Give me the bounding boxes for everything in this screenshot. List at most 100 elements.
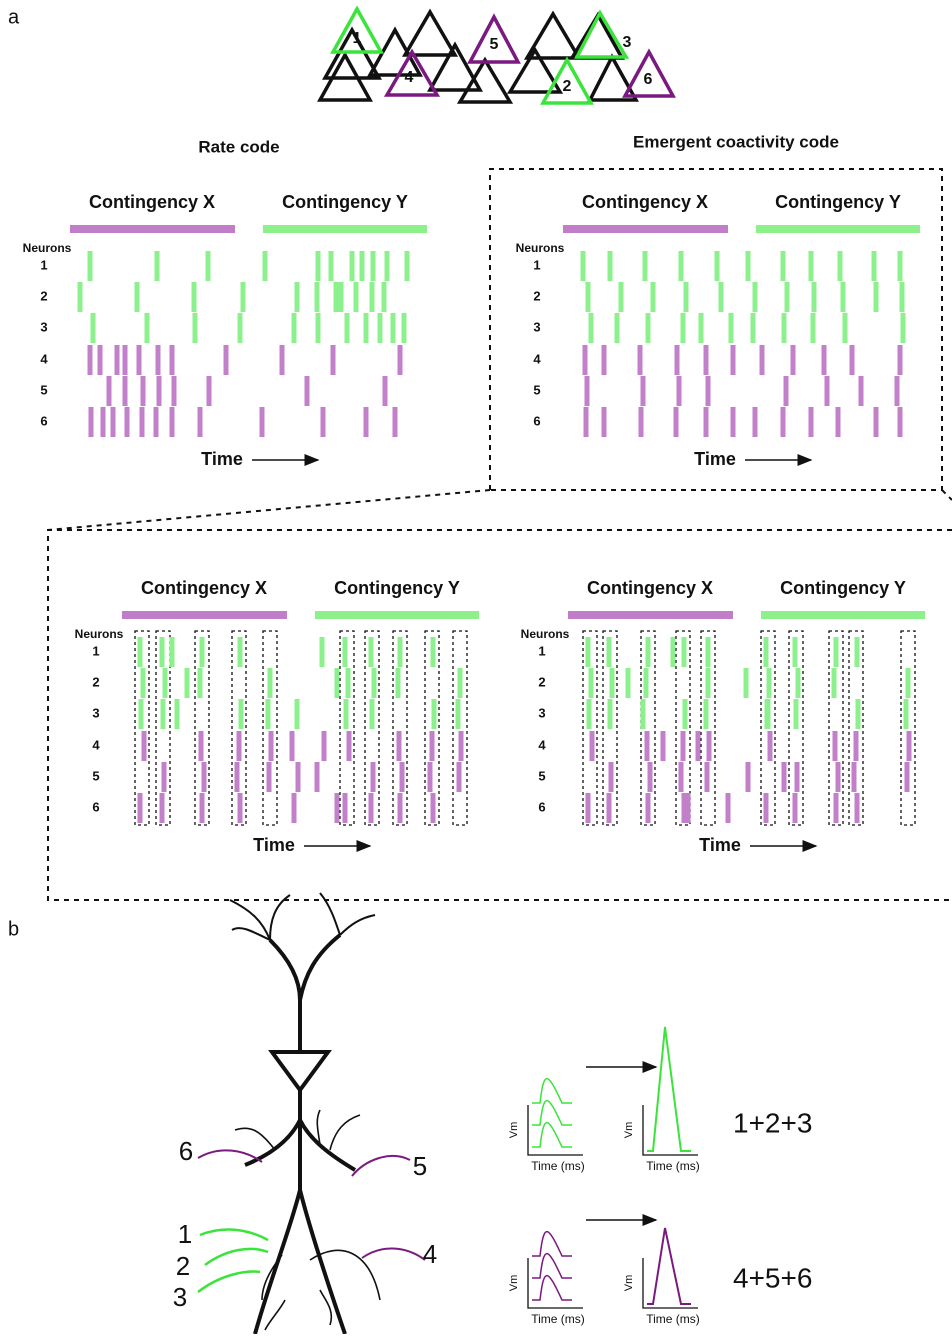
spike [731, 407, 736, 437]
neuron-label: 3 [92, 705, 99, 720]
spike [370, 699, 375, 729]
spike [123, 345, 128, 375]
spike [731, 345, 736, 375]
vm-trace [532, 1276, 572, 1300]
panel-label: a [8, 6, 20, 28]
vm-trace [647, 1228, 691, 1304]
spike [280, 345, 285, 375]
contingency-label: Contingency X [587, 578, 713, 598]
spike [686, 793, 691, 823]
spike [431, 793, 436, 823]
spike [681, 313, 686, 343]
spike [398, 793, 403, 823]
spike [705, 762, 710, 792]
spike [602, 407, 607, 437]
spike [322, 731, 327, 761]
spike [785, 282, 790, 312]
spike [364, 407, 369, 437]
spike [347, 731, 352, 761]
neuron-label: 4 [533, 351, 541, 366]
spike [696, 731, 701, 761]
spike [396, 668, 401, 698]
neuron-label: 2 [40, 288, 47, 303]
spike [344, 699, 349, 729]
spike [767, 668, 772, 698]
neuron-label: 3 [533, 319, 540, 334]
spike [432, 699, 437, 729]
spike [751, 313, 756, 343]
neuron-label: 5 [92, 768, 99, 783]
spike [809, 407, 814, 437]
spike [746, 762, 751, 792]
spike [854, 731, 859, 761]
green-input [198, 1230, 268, 1292]
spike [142, 731, 147, 761]
spike [610, 668, 615, 698]
spike [643, 251, 648, 281]
spike [400, 762, 405, 792]
spike [782, 762, 787, 792]
spike [855, 793, 860, 823]
spike [907, 731, 912, 761]
spike [586, 793, 591, 823]
spike [589, 313, 594, 343]
spike [833, 731, 838, 761]
spike [644, 668, 649, 698]
spike [125, 407, 130, 437]
spike [172, 376, 177, 406]
neuron-label: 2 [533, 288, 540, 303]
spike [315, 762, 320, 792]
spike [638, 345, 643, 375]
spike [729, 313, 734, 343]
spike [608, 251, 613, 281]
spike [794, 699, 799, 729]
spike [898, 345, 903, 375]
spike [316, 251, 321, 281]
neuron-label: 5 [538, 768, 545, 783]
spike [157, 376, 162, 406]
time-label: Time [201, 449, 243, 469]
spike [111, 407, 116, 437]
panel-title: Rate code [198, 137, 279, 156]
spike [371, 251, 376, 281]
spike [850, 345, 855, 375]
spike [704, 699, 709, 729]
input-label: 2 [176, 1251, 190, 1281]
spike [905, 762, 910, 792]
contingency-bar [568, 611, 733, 619]
spike [431, 637, 436, 667]
spike [679, 251, 684, 281]
spike [140, 407, 145, 437]
spike [296, 762, 301, 792]
y-label: Vm [508, 1122, 520, 1139]
y-label: Vm [623, 1275, 635, 1292]
spike [397, 731, 402, 761]
apical-branch [230, 893, 375, 940]
spike [107, 376, 112, 406]
contingency-label: Contingency X [141, 578, 267, 598]
spike [586, 637, 591, 667]
x-label: Time (ms) [646, 1159, 700, 1173]
spike [335, 793, 340, 823]
spike [764, 637, 769, 667]
spike [874, 282, 879, 312]
spike [428, 762, 433, 792]
time-label: Time [699, 835, 741, 855]
spike [378, 313, 383, 343]
spike [661, 731, 666, 761]
spike [641, 376, 646, 406]
neuron-triangles [320, 9, 673, 103]
contingency-bar [263, 225, 427, 233]
spike [235, 762, 240, 792]
input-labels: 1 2 3 4 5 6 [173, 1136, 437, 1312]
spike [354, 282, 359, 312]
spike [639, 407, 644, 437]
spike [825, 376, 830, 406]
axon-placeholder [198, 1150, 425, 1292]
spike [202, 762, 207, 792]
spike [382, 282, 387, 312]
spike [456, 699, 461, 729]
spike [200, 793, 205, 823]
spike [852, 762, 857, 792]
spike [684, 282, 689, 312]
